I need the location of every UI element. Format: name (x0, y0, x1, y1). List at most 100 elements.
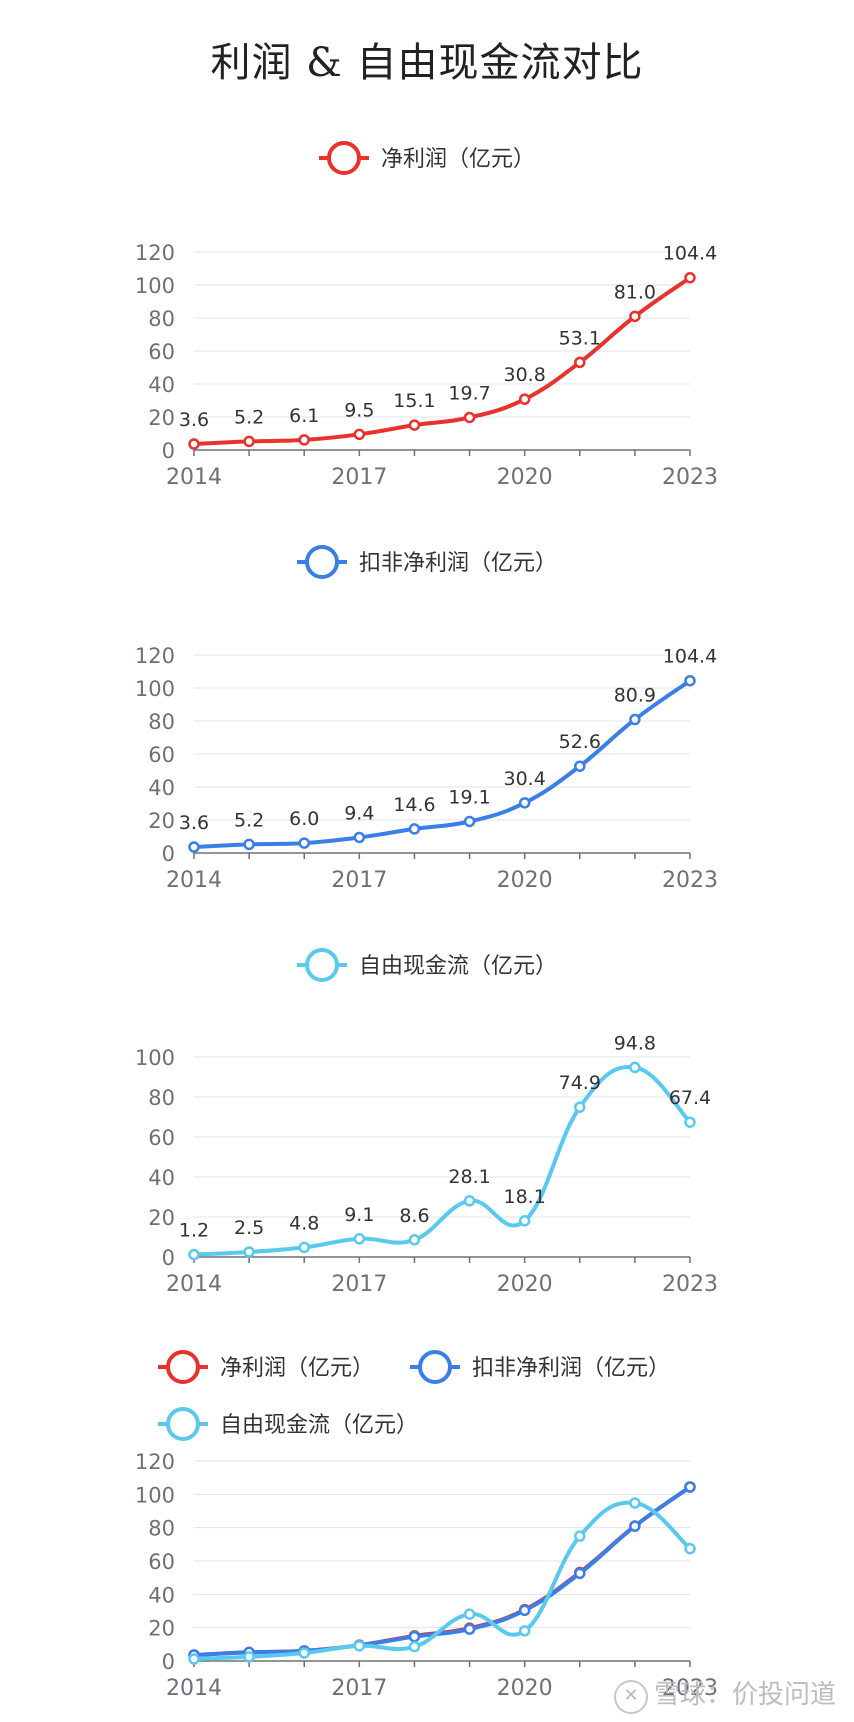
legend-label: 扣非净利润（亿元） (472, 1356, 670, 1381)
data-label: 2.5 (234, 1217, 264, 1239)
x-tick-label: 2020 (497, 1676, 553, 1701)
y-tick-label: 120 (135, 1450, 175, 1474)
data-point (574, 1567, 586, 1580)
data-point (684, 674, 696, 687)
data-point (518, 797, 531, 809)
x-tick-label: 2014 (166, 868, 222, 893)
data-point (408, 823, 421, 835)
x-tick-label: 2020 (497, 465, 553, 490)
data-label: 80.9 (614, 685, 656, 707)
data-point (408, 1630, 421, 1643)
data-label: 30.8 (504, 364, 546, 386)
x-tick-label: 2017 (331, 465, 387, 490)
data-label: 18.1 (504, 1186, 546, 1208)
x-tick-label: 2023 (662, 868, 718, 893)
y-tick-label: 120 (135, 241, 175, 265)
y-tick-label: 0 (162, 439, 175, 463)
data-point (629, 310, 641, 323)
x-tick-label: 2014 (166, 1676, 222, 1701)
data-label: 3.6 (179, 409, 209, 431)
series-line (192, 678, 692, 850)
data-point (408, 1640, 421, 1653)
data-point (353, 1233, 366, 1245)
data-point (518, 1215, 531, 1227)
y-tick-label: 80 (148, 1517, 175, 1541)
data-label: 8.6 (399, 1205, 429, 1227)
data-point (463, 1195, 476, 1207)
series-line (192, 1500, 692, 1661)
watermark: ✕ 雪球：价投问道 (613, 1674, 836, 1714)
data-point (188, 1248, 200, 1261)
y-tick-label: 100 (135, 677, 175, 701)
data-point (298, 1241, 310, 1254)
legend-label: 净利润（亿元） (381, 147, 535, 172)
y-tick-label: 60 (148, 743, 175, 767)
y-tick-label: 20 (148, 809, 175, 833)
page-title: 利润 & 自由现金流对比 (210, 40, 644, 86)
data-point (574, 1101, 586, 1113)
data-label: 19.1 (448, 786, 490, 808)
data-point (684, 271, 696, 284)
y-tick-label: 20 (148, 406, 175, 430)
y-tick-label: 60 (148, 340, 175, 364)
legend-marker-icon (166, 1407, 200, 1441)
data-point (463, 815, 476, 828)
x-tick-label: 2023 (662, 465, 718, 490)
snowball-logo-icon: ✕ (613, 1680, 648, 1714)
data-point (353, 428, 366, 441)
data-label: 5.2 (234, 809, 264, 831)
legend-label: 自由现金流（亿元） (220, 1413, 418, 1438)
data-label: 28.1 (448, 1166, 490, 1188)
data-label: 6.0 (289, 808, 319, 830)
legend-marker-icon (166, 1350, 200, 1384)
data-point (298, 434, 310, 446)
data-point (243, 1651, 255, 1663)
y-tick-label: 0 (162, 1650, 175, 1674)
data-label: 19.7 (448, 382, 490, 404)
legend-marker-icon (305, 948, 339, 982)
data-point (408, 419, 421, 431)
watermark-text: 雪球：价投问道 (653, 1680, 836, 1710)
data-label: 53.1 (559, 327, 601, 349)
y-tick-label: 60 (148, 1550, 175, 1574)
legend-marker-icon (418, 1350, 452, 1384)
data-point (629, 713, 641, 726)
legend-marker-icon (327, 141, 361, 175)
data-point (629, 1061, 641, 1074)
x-tick-label: 2014 (166, 1272, 222, 1297)
data-point (188, 841, 200, 853)
y-tick-label: 20 (148, 1206, 175, 1230)
data-point (684, 1116, 696, 1128)
y-tick-label: 40 (148, 776, 175, 800)
legend-label: 自由现金流（亿元） (359, 954, 557, 979)
data-point (684, 1481, 696, 1493)
y-tick-label: 100 (135, 1483, 175, 1507)
data-point (518, 1625, 531, 1637)
data-label: 81.0 (614, 281, 656, 303)
data-label: 3.6 (179, 812, 209, 834)
data-label: 6.1 (289, 405, 319, 427)
x-tick-label: 2014 (166, 465, 222, 490)
data-point (243, 1246, 255, 1258)
data-label: 4.8 (289, 1212, 319, 1234)
y-tick-label: 0 (162, 842, 175, 866)
y-tick-label: 20 (148, 1617, 175, 1641)
data-point (463, 1608, 476, 1620)
x-tick-label: 2023 (662, 1272, 718, 1297)
y-tick-label: 0 (162, 1246, 175, 1270)
data-point (574, 1530, 586, 1542)
legend-marker-icon (305, 545, 339, 579)
x-tick-label: 2020 (497, 868, 553, 893)
data-point (353, 1640, 366, 1652)
data-label: 1.2 (179, 1220, 209, 1242)
y-tick-label: 40 (148, 1583, 175, 1607)
data-label: 14.6 (393, 794, 435, 816)
data-point (243, 838, 255, 851)
data-point (629, 1497, 641, 1509)
data-label: 9.1 (344, 1204, 374, 1226)
data-label: 30.4 (504, 768, 546, 790)
data-label: 67.4 (669, 1087, 711, 1109)
series-line (192, 1064, 692, 1257)
y-tick-label: 100 (135, 274, 175, 298)
